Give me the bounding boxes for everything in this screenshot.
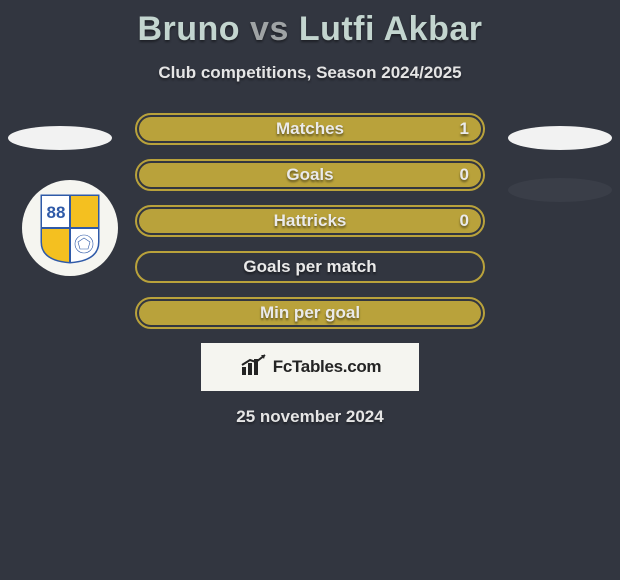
chart-icon <box>239 353 269 382</box>
stat-value: 0 <box>460 165 469 185</box>
branding-box[interactable]: FcTables.com <box>201 343 419 391</box>
stat-label: Matches <box>276 119 344 139</box>
comparison-title: Bruno vs Lutfi Akbar <box>0 0 620 49</box>
stat-value: 1 <box>460 119 469 139</box>
subtitle: Club competitions, Season 2024/2025 <box>0 63 620 83</box>
stat-bar-mpg: Min per goal <box>135 297 485 329</box>
branding-text: FcTables.com <box>273 357 382 377</box>
stat-label: Goals per match <box>243 257 376 277</box>
stat-bar-gpm: Goals per match <box>135 251 485 283</box>
date-label: 25 november 2024 <box>0 407 620 427</box>
stat-bar-hattricks: Hattricks 0 <box>135 205 485 237</box>
player-2-name: Lutfi Akbar <box>299 10 483 48</box>
stat-bar-goals: Goals 0 <box>135 159 485 191</box>
stat-value: 0 <box>460 211 469 231</box>
stat-label: Goals <box>286 165 333 185</box>
vs-label: vs <box>250 10 289 48</box>
player-1-name: Bruno <box>137 10 240 48</box>
stat-label: Min per goal <box>260 303 360 323</box>
stats-stack: Matches 1 Goals 0 Hattricks 0 Goals per … <box>0 113 620 329</box>
stat-bar-matches: Matches 1 <box>135 113 485 145</box>
stat-label: Hattricks <box>274 211 347 231</box>
